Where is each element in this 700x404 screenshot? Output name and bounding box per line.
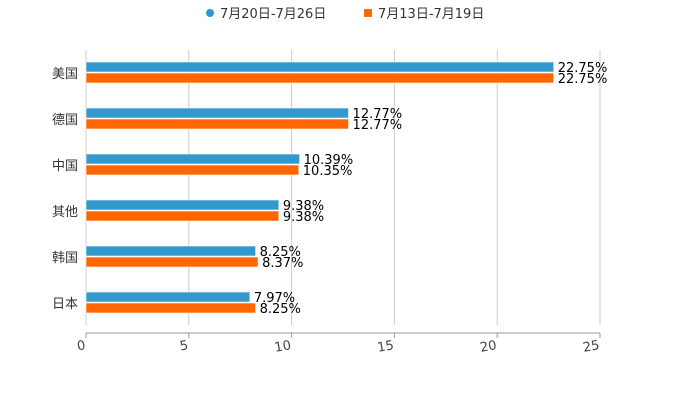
y-category-label: 韩国: [52, 251, 78, 266]
y-category-label: 中国: [52, 159, 78, 174]
data-label: 9.38%: [283, 210, 324, 225]
bar-series-2[interactable]: [85, 256, 259, 268]
data-label: 9.38%: [283, 199, 324, 214]
data-label: 22.75%: [558, 61, 608, 76]
data-label: 8.37%: [262, 256, 303, 271]
bar-series-1[interactable]: [85, 153, 301, 165]
bar-series-2[interactable]: [85, 164, 300, 176]
data-label: 12.77%: [353, 118, 403, 133]
gridlines: [85, 50, 601, 325]
bar-series-1[interactable]: [85, 291, 251, 303]
legend-marker-square-icon[interactable]: [364, 9, 372, 17]
data-label: 10.39%: [304, 153, 354, 168]
legend-marker-circle-icon[interactable]: [206, 9, 214, 17]
bar-series-1[interactable]: [85, 107, 350, 119]
y-category-label: 其他: [52, 205, 78, 220]
x-axis: 0 5 10 15 20 25: [76, 332, 601, 356]
y-category-label: 美国: [52, 67, 78, 82]
x-tick-label: 20: [479, 338, 498, 356]
y-category-label: 德国: [52, 113, 78, 128]
data-label: 7.97%: [254, 291, 295, 306]
x-tick-label: 0: [76, 338, 87, 354]
legend: 7月20日-7月26日 7月13日-7月19日: [206, 7, 484, 22]
x-tick-label: 10: [273, 338, 292, 356]
x-tick-label: 15: [376, 338, 395, 356]
data-label: 10.35%: [303, 164, 353, 179]
bar-series-2[interactable]: [85, 302, 257, 314]
data-label: 22.75%: [558, 72, 608, 87]
bar-series-2[interactable]: [85, 72, 555, 84]
bar-series-2[interactable]: [85, 210, 280, 222]
data-label: 8.25%: [260, 245, 301, 260]
bar-series-1[interactable]: [85, 61, 555, 73]
legend-label[interactable]: 7月20日-7月26日: [220, 7, 326, 22]
bar-series-1[interactable]: [85, 199, 280, 211]
bars: 22.75%22.75% 12.77%12.77% 10.39%10.35% 9.38…: [85, 61, 608, 317]
bar-series-1[interactable]: [85, 245, 257, 257]
data-label: 8.25%: [260, 302, 301, 317]
y-category-label: 日本: [52, 297, 78, 312]
legend-label[interactable]: 7月13日-7月19日: [378, 7, 484, 22]
data-label: 12.77%: [353, 107, 403, 122]
x-tick-label: 25: [582, 338, 601, 356]
x-tick-label: 5: [179, 338, 190, 354]
bar-series-2[interactable]: [85, 118, 350, 130]
